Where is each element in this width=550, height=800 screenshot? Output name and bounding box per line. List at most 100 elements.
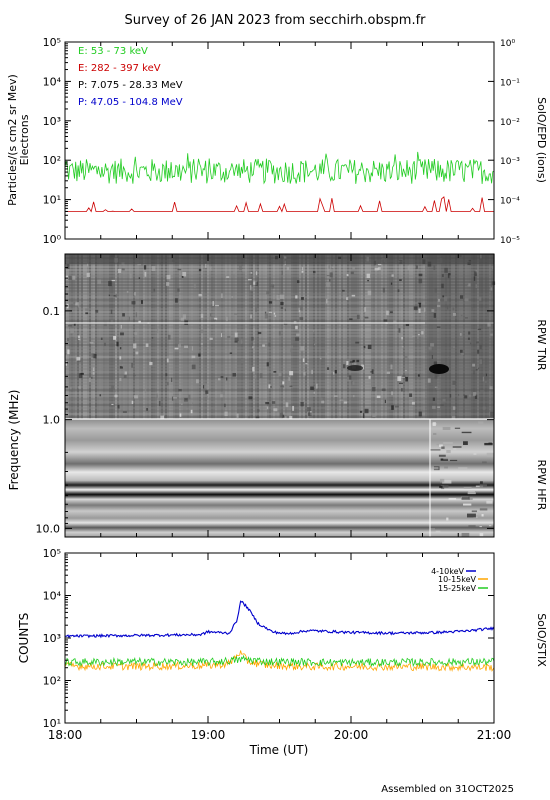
tnr-speckle: [464, 317, 468, 319]
tnr-speckle: [65, 275, 69, 280]
tnr-speckle: [92, 367, 95, 372]
tnr-speckle: [224, 411, 228, 417]
tnr-speckle: [234, 337, 239, 342]
tnr-speckle: [436, 386, 440, 390]
tnr-speckle: [270, 386, 272, 388]
tnr-speckle: [184, 398, 188, 401]
stix-ytick-label: 10⁵: [43, 547, 61, 560]
tnr-speckle: [381, 388, 386, 392]
tnr-speckle: [220, 394, 223, 398]
hfr-speckle: [458, 467, 468, 469]
tnr-speckle: [286, 266, 290, 271]
hfr-speckle: [452, 446, 462, 448]
tnr-speckle: [174, 347, 179, 350]
hfr-speckle: [430, 528, 436, 530]
tnr-speckle: [108, 294, 110, 297]
tnr-column: [181, 254, 183, 419]
tnr-column: [147, 254, 149, 419]
tnr-speckle: [401, 376, 405, 378]
tnr-column: [329, 254, 331, 419]
tnr-speckle: [463, 394, 466, 397]
tnr-column: [233, 254, 235, 419]
tnr-speckle: [182, 271, 187, 277]
tnr-speckle: [452, 307, 455, 311]
tnr-row: [65, 380, 494, 382]
tnr-speckle: [469, 394, 471, 397]
legend-p-7-28: P: 7.075 - 28.33 MeV: [78, 80, 183, 91]
tnr-speckle: [250, 272, 253, 274]
tnr-column: [295, 254, 297, 419]
tnr-burst: [429, 364, 449, 374]
tnr-column: [409, 254, 411, 419]
tnr-speckle: [254, 374, 257, 379]
tnr-speckle: [300, 401, 304, 407]
hfr-speckle: [432, 467, 439, 470]
tnr-column: [87, 254, 89, 419]
tnr-speckle: [255, 307, 257, 313]
tnr-speckle: [411, 335, 415, 337]
epd-ticks: 10⁰ 10¹ 10² 10³ 10⁴ 10⁵ 10⁻⁵ 10⁻⁴ 10⁻³ 10⁻² 10⁻¹ 10…: [43, 36, 521, 246]
tnr-speckle: [393, 320, 397, 323]
rpw-ytick-label: 10.0: [36, 522, 61, 535]
tnr-column: [117, 254, 119, 419]
tnr-speckle: [409, 393, 413, 397]
tnr-speckle: [240, 339, 243, 344]
tnr-row: [65, 344, 494, 346]
tnr-speckle: [144, 388, 147, 394]
tnr-column: [103, 254, 105, 419]
tnr-speckle: [212, 300, 214, 306]
tnr-column: [231, 254, 233, 419]
tnr-speckle: [342, 364, 346, 369]
tnr-row: [65, 350, 494, 352]
tnr-speckle: [452, 406, 456, 410]
tnr-row: [65, 269, 494, 271]
tnr-column: [445, 254, 447, 419]
tnr-speckle: [433, 265, 436, 271]
tnr-column: [385, 254, 387, 419]
tnr-column: [187, 254, 189, 419]
tnr-speckle: [209, 266, 212, 271]
tnr-speckle: [206, 395, 208, 400]
tnr-speckle: [349, 318, 353, 321]
tnr-speckle: [427, 261, 432, 267]
tnr-speckle: [417, 374, 420, 377]
tnr-column: [439, 254, 441, 419]
hfr-speckle: [433, 432, 437, 436]
tnr-column: [71, 254, 73, 419]
tnr-speckle: [436, 305, 441, 307]
tnr-speckle: [326, 274, 330, 276]
tnr-column: [349, 254, 351, 419]
tnr-column: [107, 254, 109, 419]
tnr-column: [283, 254, 285, 419]
tnr-column: [403, 254, 405, 419]
tnr-speckle: [332, 266, 334, 268]
tnr-column: [177, 254, 179, 419]
tnr-speckle: [274, 315, 277, 317]
tnr-row: [65, 329, 494, 331]
tnr-row: [65, 314, 494, 316]
tnr-column: [353, 254, 355, 419]
tnr-column: [415, 254, 417, 419]
tnr-speckle: [301, 267, 304, 271]
tnr-row: [65, 320, 494, 322]
tnr-column: [211, 254, 213, 419]
tnr-speckle: [372, 387, 376, 392]
hfr-speckle: [463, 486, 472, 489]
tnr-column: [335, 254, 337, 419]
hfr-speckle: [481, 514, 484, 517]
tnr-speckle: [490, 333, 493, 336]
tnr-speckle: [473, 370, 475, 375]
tnr-column: [197, 254, 199, 419]
tnr-column: [351, 254, 353, 419]
tnr-speckle: [367, 290, 372, 296]
tnr-speckle: [320, 397, 323, 401]
tnr-speckle: [482, 376, 484, 382]
tnr-column: [397, 254, 399, 419]
tnr-column: [99, 254, 101, 419]
tnr-speckle: [356, 314, 360, 320]
tnr-column: [405, 254, 407, 419]
tnr-speckle: [386, 371, 390, 374]
tnr-speckle: [266, 406, 269, 410]
tnr-speckle: [255, 271, 258, 276]
tnr-speckle: [111, 279, 115, 282]
